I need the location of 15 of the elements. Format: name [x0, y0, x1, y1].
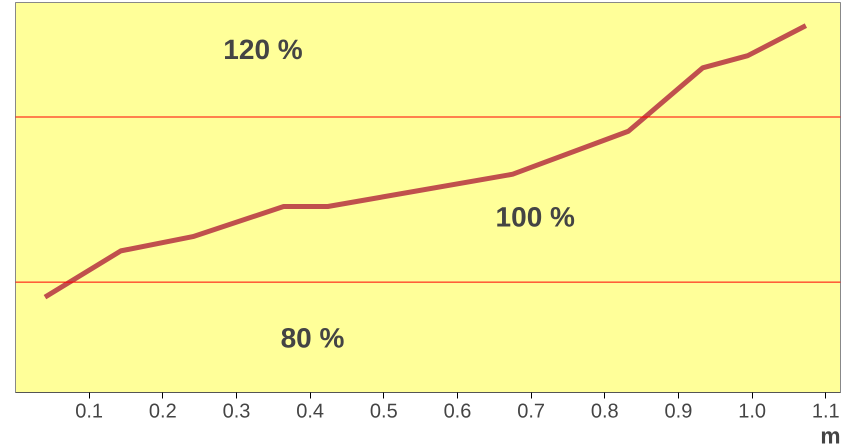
x-tick-label: 0.9: [664, 400, 692, 422]
x-tick-label: 0.6: [444, 400, 472, 422]
x-tick-label: 0.4: [296, 400, 324, 422]
x-tick-label: 0.2: [148, 400, 177, 422]
annotation: 80 %: [280, 322, 345, 354]
x-axis-title: m: [820, 422, 841, 448]
annotation: 100 %: [496, 202, 576, 232]
x-tick-label: 0.8: [590, 400, 619, 422]
x-tick-label: 1.0: [738, 400, 766, 422]
x-tick-label: 0.1: [75, 400, 104, 422]
x-tick-label: 0.7: [517, 400, 546, 422]
x-tick-label: 0.5: [370, 400, 398, 422]
annotation: 120 %: [223, 34, 303, 65]
x-tick-label: 0.3: [222, 400, 250, 422]
x-tick-label: 1.1: [812, 400, 840, 422]
